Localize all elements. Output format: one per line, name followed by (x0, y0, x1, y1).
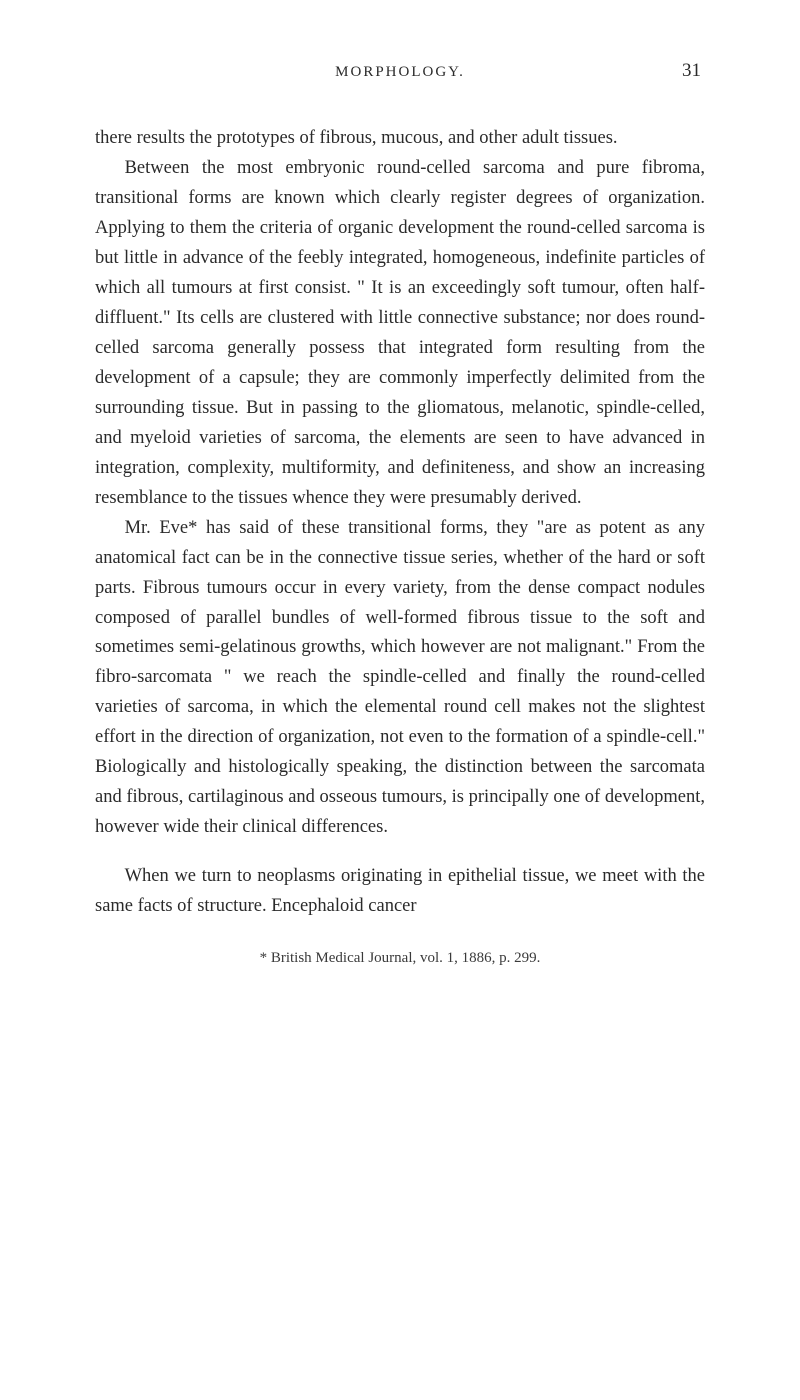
running-head: MORPHOLOGY. (129, 64, 671, 81)
footnote: * British Medical Journal, vol. 1, 1886,… (95, 950, 705, 967)
paragraph-2: Between the most embryonic round-celled … (95, 154, 705, 514)
paragraph-4: When we turn to neoplasms originating in… (95, 862, 705, 922)
body-text: there results the prototypes of fibrous,… (95, 124, 705, 922)
page-number: 31 (671, 60, 701, 82)
paragraph-3: Mr. Eve* has said of these transitional … (95, 514, 705, 844)
paragraph-1: there results the prototypes of fibrous,… (95, 124, 705, 154)
page-header: MORPHOLOGY. 31 (95, 60, 705, 82)
